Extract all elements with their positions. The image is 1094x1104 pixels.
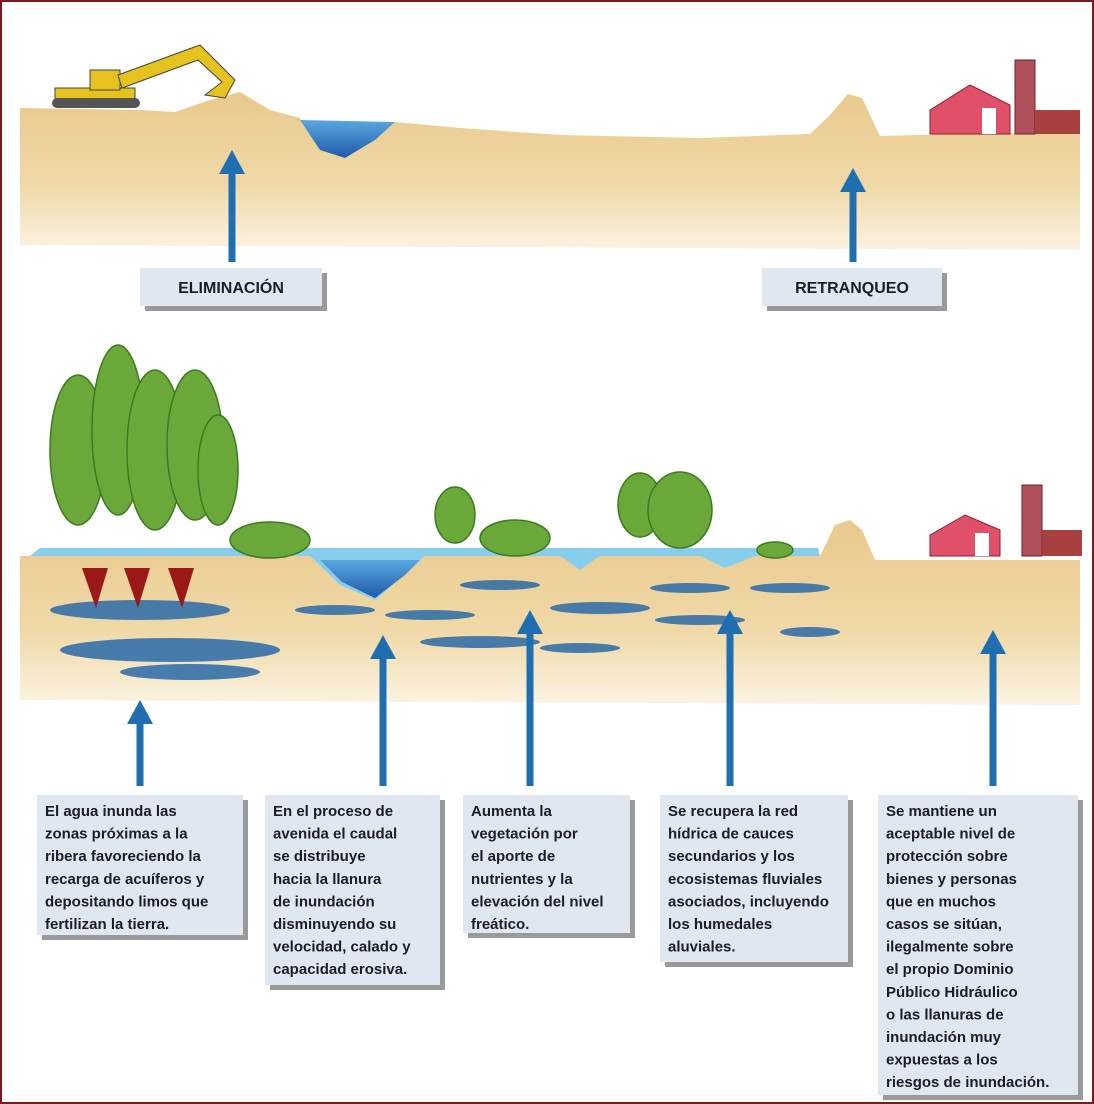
box-text: protección sobre — [886, 848, 1008, 865]
box-text: o las llanuras de — [886, 1006, 1004, 1023]
box-text: depositando limos que — [45, 893, 208, 910]
box-text: Aumenta la — [471, 803, 553, 820]
arrow-head — [717, 610, 743, 634]
box-text: ecosistemas fluviales — [668, 871, 822, 888]
arrow-head — [980, 630, 1006, 654]
box-text: ribera favoreciendo la — [45, 848, 202, 865]
box-text: Público Hidráulico — [886, 984, 1018, 1001]
box-text: Se recupera la red — [668, 803, 798, 820]
arrow-head — [517, 610, 543, 634]
box-text: que en muchos — [886, 893, 996, 910]
box-text: nutrientes y la — [471, 871, 573, 888]
box-text: fertilizan la tierra. — [45, 916, 169, 933]
box-text: el propio Dominio — [886, 961, 1014, 978]
arrow-head — [219, 150, 245, 174]
box-text: los humedales — [668, 916, 772, 933]
box-text: vegetación por — [471, 826, 578, 843]
box-text: aluviales. — [668, 939, 736, 956]
box-text: disminuyendo su — [273, 916, 396, 933]
box — [660, 795, 848, 962]
box-text: freático. — [471, 916, 529, 933]
label: RETRANQUEO — [795, 280, 909, 297]
arrow-head — [840, 168, 866, 192]
box-text: se distribuye — [273, 848, 366, 865]
box-text: secundarios y los — [668, 848, 795, 865]
arrow-head — [127, 700, 153, 724]
box-text: En el proceso de — [273, 803, 393, 820]
box-text: avenida el caudal — [273, 826, 397, 843]
arrow-head — [370, 635, 396, 659]
box-text: aceptable nivel de — [886, 826, 1015, 843]
box-text: hacia la llanura — [273, 871, 382, 888]
box-text: el aporte de — [471, 848, 555, 865]
box — [265, 795, 440, 985]
box-text: El agua inunda las — [45, 803, 177, 820]
box-text: velocidad, calado y — [273, 939, 411, 956]
box-text: casos se sitúan, — [886, 916, 1002, 933]
bottom-scene — [20, 344, 1082, 705]
box-text: Se mantiene un — [886, 803, 997, 820]
box-text: ilegalmente sobre — [886, 939, 1014, 956]
box — [762, 268, 942, 306]
box-text: asociados, incluyendo — [668, 893, 829, 910]
box-text: bienes y personas — [886, 871, 1017, 888]
box — [37, 795, 243, 935]
box — [878, 795, 1078, 1095]
box — [463, 795, 630, 933]
box-text: de inundación — [273, 893, 375, 910]
box-text: inundación muy — [886, 1029, 1002, 1046]
box-text: expuestas a los — [886, 1052, 998, 1069]
box-text: hídrica de cauces — [668, 826, 794, 843]
box — [140, 268, 322, 306]
top-scene — [20, 44, 1080, 250]
box-text: zonas próximas a la — [45, 826, 188, 843]
box-text: capacidad erosiva. — [273, 961, 407, 978]
label: ELIMINACIÓN — [178, 278, 284, 297]
box-text: riesgos de inundación. — [886, 1074, 1049, 1091]
box-text: elevación del nivel — [471, 893, 604, 910]
box-text: recarga de acuíferos y — [45, 871, 205, 888]
